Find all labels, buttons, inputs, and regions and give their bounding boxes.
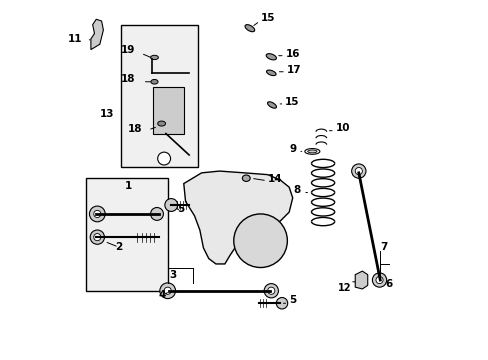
Ellipse shape [265,54,276,60]
Circle shape [276,297,287,309]
FancyBboxPatch shape [153,87,183,134]
Polygon shape [354,271,367,289]
Text: 17: 17 [286,65,301,75]
Circle shape [157,152,170,165]
Polygon shape [91,19,103,50]
Ellipse shape [151,80,158,84]
Circle shape [233,214,287,267]
Text: 13: 13 [100,109,114,120]
Ellipse shape [244,24,254,32]
Ellipse shape [267,102,276,108]
Ellipse shape [304,149,319,154]
Text: 18: 18 [121,74,135,84]
Circle shape [372,273,386,287]
Ellipse shape [157,121,165,126]
Text: 18: 18 [128,124,142,134]
Text: 19: 19 [121,45,135,55]
Ellipse shape [266,70,276,76]
Circle shape [164,199,177,211]
Circle shape [164,287,171,294]
Circle shape [351,164,365,178]
Circle shape [94,210,101,217]
Text: 3: 3 [169,270,176,280]
Ellipse shape [242,175,250,181]
Circle shape [150,207,163,220]
Text: 15: 15 [285,97,299,107]
Circle shape [89,206,105,222]
Text: 11: 11 [67,35,82,45]
Circle shape [267,287,274,294]
Ellipse shape [150,55,158,60]
FancyBboxPatch shape [85,178,167,291]
FancyBboxPatch shape [121,24,198,167]
Circle shape [90,230,104,244]
Circle shape [354,167,362,175]
Circle shape [264,284,278,298]
Ellipse shape [307,150,316,153]
Text: 8: 8 [293,185,300,194]
Text: 4: 4 [158,290,166,300]
Circle shape [94,234,101,241]
Circle shape [160,283,175,298]
Text: 5: 5 [177,204,184,214]
Polygon shape [183,171,292,264]
Text: 10: 10 [335,123,349,133]
Text: 2: 2 [115,242,122,252]
Text: 9: 9 [288,144,296,154]
Text: 6: 6 [385,279,392,289]
Text: 12: 12 [338,283,351,293]
Text: 15: 15 [260,13,275,23]
Text: 14: 14 [267,174,282,184]
Circle shape [375,276,382,284]
Text: 1: 1 [124,181,132,191]
Text: 16: 16 [285,49,300,59]
Text: 7: 7 [380,242,387,252]
Text: 5: 5 [288,295,296,305]
